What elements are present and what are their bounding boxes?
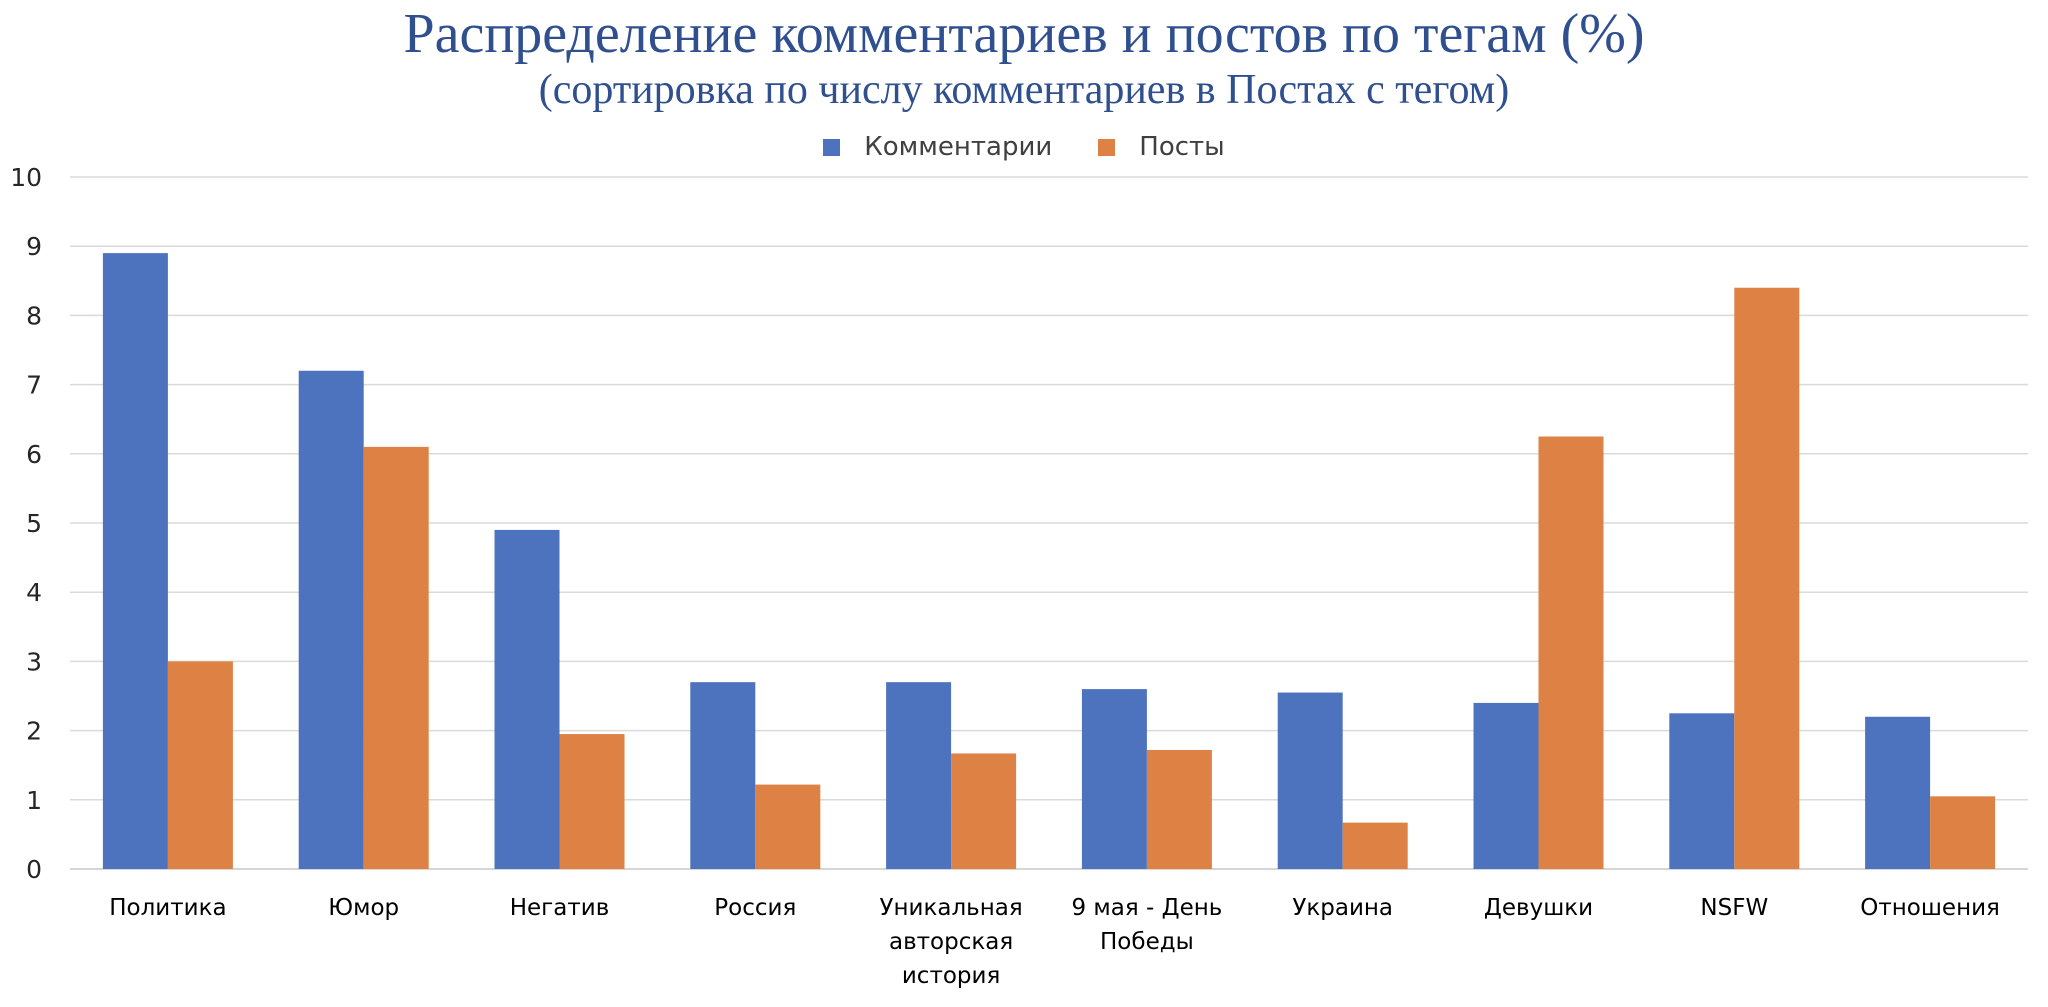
bar-comments <box>1473 702 1539 869</box>
bar-comments <box>886 682 952 869</box>
y-tick-label: 1 <box>26 786 42 815</box>
legend-swatch-posts <box>1098 138 1116 156</box>
bar-posts <box>1342 822 1408 869</box>
x-category-label: Россия <box>714 895 796 921</box>
legend: Комментарии Посты <box>0 132 2048 162</box>
y-tick-label: 2 <box>26 717 42 746</box>
bar-posts <box>167 661 233 869</box>
chart-title: Распределение комментариев и постов по т… <box>403 3 1645 65</box>
bar-comments <box>102 253 168 869</box>
y-tick-label: 4 <box>26 578 42 607</box>
y-tick-label: 6 <box>26 440 42 469</box>
bar-comments <box>1277 692 1343 869</box>
x-category-label: Негатив <box>510 895 610 921</box>
bar-posts <box>559 734 625 869</box>
x-category-label: Отношения <box>1860 895 2000 921</box>
x-category-label-line: Уникальная <box>879 895 1022 921</box>
x-category-label: Украина <box>1292 895 1393 921</box>
legend-swatch-comments <box>823 138 841 156</box>
y-tick-label: 9 <box>26 232 42 261</box>
x-category-label: 9 мая - День Победы <box>1071 895 1222 955</box>
x-category-label-line: Отношения <box>1860 895 2000 921</box>
bar-comments <box>494 529 560 869</box>
x-category-label: Юмор <box>328 895 399 921</box>
x-category-label: Девушки <box>1484 895 1593 921</box>
x-category-label-line: история <box>902 963 1000 989</box>
x-category-label: Уникальная авторская история <box>879 895 1022 989</box>
bar-comments <box>1669 713 1735 869</box>
bar-posts <box>363 446 429 869</box>
legend-label-comments: Комментарии <box>864 132 1053 162</box>
legend-item-comments: Комментарии <box>823 132 1052 162</box>
x-category-label-line: авторская <box>889 929 1013 955</box>
y-tick-label: 0 <box>26 855 42 884</box>
x-category-label-line: 9 мая - День <box>1071 895 1222 921</box>
bar-posts <box>951 753 1017 869</box>
x-category-label-line: Украина <box>1292 895 1393 921</box>
legend-label-posts: Посты <box>1139 132 1225 162</box>
y-tick-label: 7 <box>26 371 42 400</box>
bar-comments <box>690 682 756 869</box>
bar-posts <box>1538 436 1604 869</box>
x-category-label-line: Победы <box>1100 929 1194 955</box>
bar-posts <box>1930 796 1996 869</box>
bar-posts <box>755 784 821 869</box>
x-category-label-line: Юмор <box>328 895 399 921</box>
bar-comments <box>1081 689 1147 869</box>
x-category-label-line: NSFW <box>1700 895 1768 921</box>
bar-posts <box>1146 749 1212 869</box>
y-tick-label: 3 <box>26 647 42 676</box>
x-category-label-line: Политика <box>109 895 226 921</box>
x-category-label: NSFW <box>1700 895 1768 921</box>
x-category-label-line: Девушки <box>1484 895 1593 921</box>
bar-posts <box>1734 287 1800 870</box>
x-category-label-line: Россия <box>714 895 796 921</box>
y-tick-label: 10 <box>10 163 42 192</box>
bar-comments <box>1865 716 1931 869</box>
y-tick-label: 5 <box>26 509 42 538</box>
legend-item-posts: Посты <box>1098 132 1225 162</box>
x-category-label: Политика <box>109 895 226 921</box>
x-category-label-line: Негатив <box>510 895 610 921</box>
y-tick-label: 8 <box>26 301 42 330</box>
chart-subtitle: (сортировка по числу комментариев в Пост… <box>538 67 1510 113</box>
bar-comments <box>298 370 364 869</box>
